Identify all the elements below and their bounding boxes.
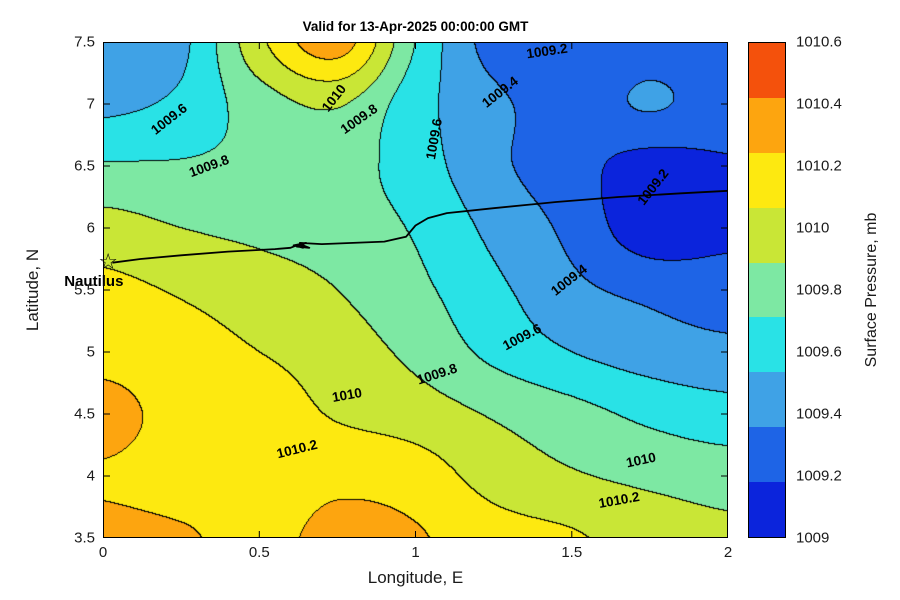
y-tick-label: 3.5 bbox=[74, 529, 95, 547]
colorbar-segment bbox=[749, 207, 785, 263]
contour-label: 1010 bbox=[319, 81, 350, 115]
colorbar-segment bbox=[749, 372, 785, 428]
x-tick-label: 2 bbox=[723, 544, 733, 561]
contour-label: 1009.8 bbox=[187, 151, 232, 181]
contour-label: 1010.2 bbox=[596, 488, 641, 511]
y-tick-label: 7 bbox=[86, 95, 95, 113]
y-tick-label: 7.5 bbox=[74, 33, 95, 51]
contour-canvas bbox=[103, 42, 728, 538]
ship-track-line bbox=[112, 189, 728, 264]
figure-title: Valid for 13-Apr-2025 00:00:00 GMT bbox=[302, 19, 529, 34]
y-tick-label: 6 bbox=[86, 219, 95, 237]
ship-position-star-icon: ☆ bbox=[98, 248, 118, 274]
y-tick-label: 6.5 bbox=[74, 157, 95, 175]
x-tick-label: 1 bbox=[411, 544, 420, 561]
ship-name-label: Nautilus bbox=[64, 272, 124, 290]
colorbar-segment bbox=[749, 427, 785, 483]
colorbar-segment bbox=[749, 317, 785, 373]
colorbar-tick-label: 1009.2 bbox=[796, 467, 842, 485]
colorbar-tick-label: 1010.6 bbox=[796, 33, 842, 51]
y-tick-label: 5.5 bbox=[74, 281, 95, 299]
colorbar-tick-label: 1010 bbox=[796, 219, 830, 237]
plot-area: 1009.2 1009.4 1009.6 1009.6 1009.8 1010 1009.8… bbox=[98, 40, 728, 538]
colorbar-tick-label: 1009.6 bbox=[796, 343, 842, 361]
contour-label: 1010 bbox=[330, 385, 363, 406]
y-tick-label: 4 bbox=[86, 467, 95, 485]
colorbar-tick-label: 1009.8 bbox=[796, 281, 842, 299]
x-tick-label: 0.5 bbox=[248, 544, 270, 561]
colorbar-tick-label: 1009.4 bbox=[796, 405, 842, 423]
colorbar-tick-label: 1010.2 bbox=[796, 157, 842, 175]
contour-label: 1009.6 bbox=[499, 320, 544, 354]
contour-label: 1010 bbox=[624, 449, 657, 471]
contour-label: 1009.4 bbox=[478, 72, 521, 111]
contour-label: 1009.8 bbox=[415, 360, 460, 388]
colorbar-segment bbox=[749, 262, 785, 318]
colorbar-tick-label: 1009 bbox=[796, 529, 830, 547]
contour-label-layer: 1009.2 1009.4 1009.6 1009.6 1009.8 1010 1009.8… bbox=[103, 40, 728, 538]
colorbar-segment bbox=[749, 43, 785, 98]
colorbar-tick-label: 1010.4 bbox=[796, 95, 842, 113]
plot-overlay bbox=[103, 42, 728, 538]
y-axis-label: Latitude, N bbox=[23, 248, 42, 332]
contour-label: 1010.2 bbox=[274, 436, 319, 461]
colorbar-segment bbox=[749, 152, 785, 208]
contour-label: 1009.6 bbox=[423, 117, 446, 161]
x-tick-label: 0 bbox=[98, 544, 108, 561]
contour-label: 1009.4 bbox=[547, 261, 590, 299]
contour-label: 1009.6 bbox=[147, 100, 190, 138]
colorbar bbox=[748, 42, 786, 538]
contour-label: 1009.8 bbox=[338, 100, 381, 137]
contour-label: 1009.2 bbox=[525, 40, 569, 61]
colorbar-segment bbox=[749, 97, 785, 153]
y-tick-label: 5 bbox=[86, 343, 95, 361]
x-tick-label: 1.5 bbox=[561, 544, 583, 561]
x-axis-label: Longitude, E bbox=[367, 568, 464, 587]
colorbar-segment bbox=[749, 482, 785, 538]
colorbar-label: Surface Pressure, mb bbox=[863, 212, 880, 368]
axes-border bbox=[103, 42, 728, 538]
y-tick-label: 4.5 bbox=[74, 405, 95, 423]
contour-label: 1009.2 bbox=[634, 166, 672, 208]
